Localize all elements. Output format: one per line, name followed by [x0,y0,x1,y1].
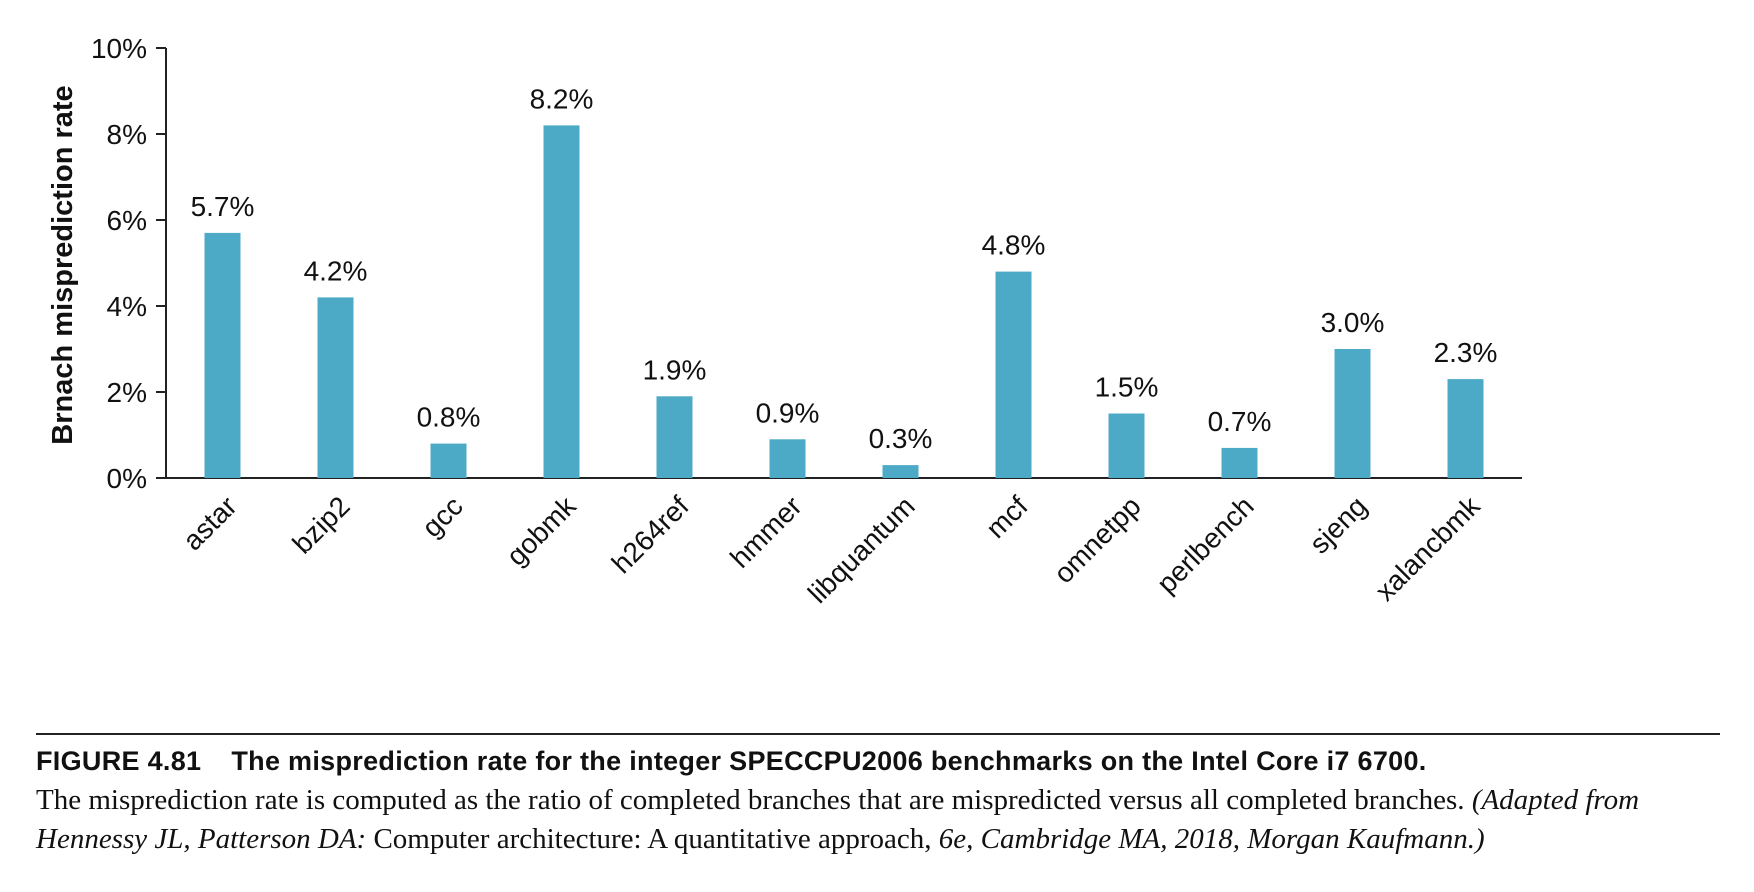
caption-source-title: Computer architecture: A quantitative ap… [373,823,932,855]
x-tick-label-bzip2: bzip2 [286,490,355,559]
bars [204,125,1484,479]
y-tick-label: 2% [107,377,147,408]
bar-value-label: 4.8% [982,230,1046,261]
x-tick-label-omnetpp: omnetpp [1048,490,1147,589]
bar-omnetpp [1108,413,1145,478]
y-tick-label: 4% [107,291,147,322]
bar-value-label: 4.2% [304,255,368,286]
bar-value-label: 5.7% [191,191,255,222]
bar-h264ref [656,396,693,478]
x-tick-label-astar: astar [177,490,243,556]
bar-astar [204,232,241,478]
bar-value-label: 8.2% [530,83,594,114]
caption-title: The misprediction rate for the integer S… [231,746,1427,776]
figure-caption: FIGURE 4.81 The misprediction rate for th… [36,746,1726,859]
bar-value-label: 0.9% [756,397,820,428]
bar-mcf [995,271,1032,478]
y-tick-label: 0% [107,463,147,494]
x-tick-label-gcc: gcc [416,490,469,543]
y-axis-ticks: 0% 2% 4% 6% 8% 10% [91,33,166,494]
bar-perlbench [1221,447,1258,478]
x-tick-label-libquantum: libquantum [802,490,921,609]
x-tick-label-sjeng: sjeng [1303,490,1372,559]
x-tick-label-perlbench: perlbench [1151,490,1260,599]
bar-hmmer [769,439,806,478]
x-tick-label-h264ref: h264ref [606,490,695,579]
caption-divider [36,733,1720,735]
bar-sjeng [1334,349,1371,478]
y-axis-label: Brnach misprediction rate [47,85,79,444]
y-tick-label: 10% [91,33,147,64]
caption-text: The misprediction rate is computed as th… [36,784,1465,816]
bar-gobmk [543,125,580,479]
caption-heading: FIGURE 4.81 The misprediction rate for th… [36,746,1726,777]
caption-source-prefix: (Adapted from Hennessy JL, Patterson DA: [36,784,1640,855]
x-tick-label-hmmer: hmmer [724,490,808,574]
caption-source-suffix: 6e, Cambridge MA, 2018, Morgan Kaufmann.… [938,823,1485,855]
x-tick-label-gobmk: gobmk [500,490,582,572]
bar-value-label: 1.9% [643,354,707,385]
bar-value-label: 0.7% [1208,406,1272,437]
bar-value-label: 2.3% [1434,337,1498,368]
figure-label: FIGURE 4.81 [36,746,202,776]
y-axis-label-group: Brnach misprediction rate [47,85,79,444]
y-tick-label: 6% [107,205,147,236]
bar-value-label: 1.5% [1095,372,1159,403]
bar-value-label: 3.0% [1321,307,1385,338]
bar-value-label: 0.8% [417,402,481,433]
bar-chart: Brnach misprediction rate 0%2%4%6%8%10% … [47,33,1522,609]
bar-bzip2 [317,297,354,478]
x-axis-tick-labels: astar bzip2 gcc gobmk h264ref hmmerlibquantum… [177,490,1487,609]
bar-value-labels: 5.7% 4.2% 0.8% 8.2% 1.9% 0.9% 0.3% 4.8% 1.5% 0.7%… [191,83,1498,454]
bar-libquantum [882,465,919,478]
bar-value-label: 0.3% [869,423,933,454]
bar-gcc [430,443,467,478]
y-tick-label: 8% [107,119,147,150]
bar-xalancbmk [1447,379,1484,478]
caption-body: The misprediction rate is computed as th… [36,781,1726,859]
x-tick-label-xalancbmk: xalancbmk [1369,490,1486,607]
x-tick-label-mcf: mcf [980,490,1034,544]
